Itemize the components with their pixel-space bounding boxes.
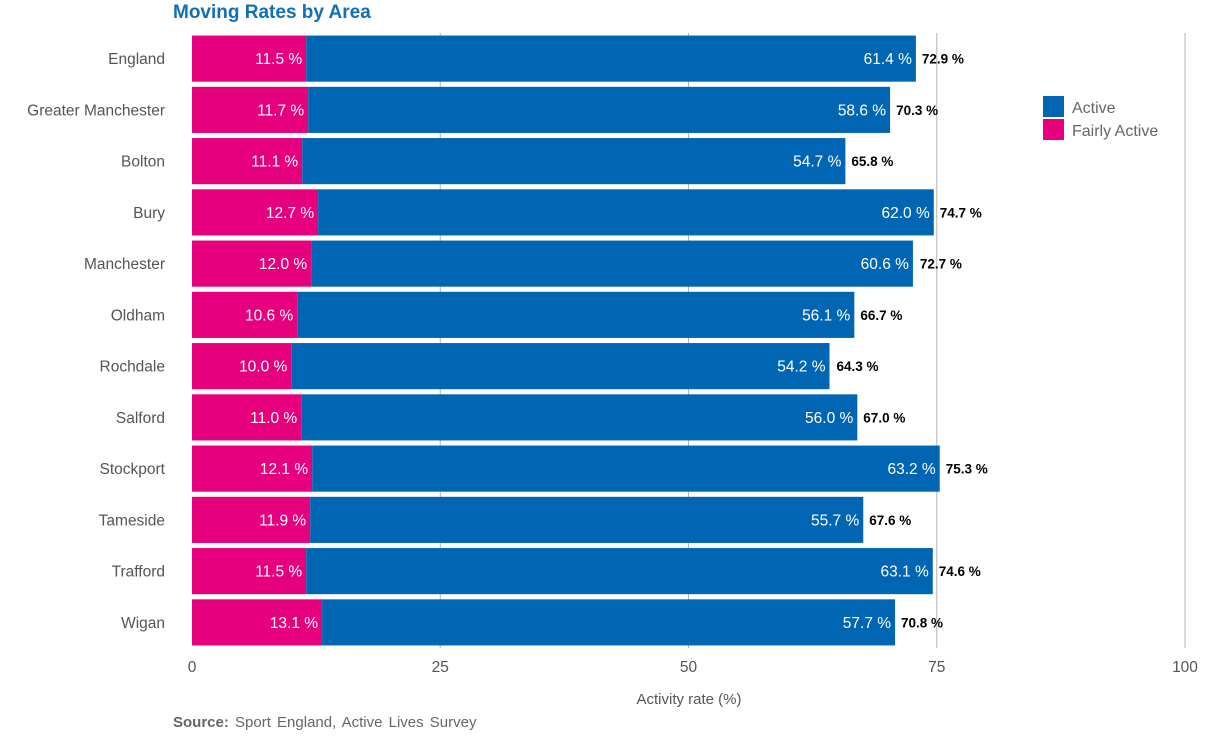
- total-label: 67.0 %: [863, 410, 905, 425]
- bar-fairly-active: [192, 138, 303, 185]
- bar-label-fairly-active: 11.5 %: [255, 564, 302, 581]
- bar-label-active: 55.7 %: [811, 512, 859, 529]
- bar-label-active: 63.1 %: [881, 564, 929, 581]
- total-label: 66.7 %: [860, 308, 902, 323]
- bar-active: [301, 394, 858, 441]
- bar-active: [297, 291, 855, 338]
- total-label: 72.7 %: [920, 257, 962, 272]
- x-axis-title: Activity rate (%): [636, 691, 741, 708]
- bar-fairly-active: [192, 599, 323, 646]
- bar-label-active: 62.0 %: [882, 205, 930, 222]
- category-label: Greater Manchester: [27, 102, 165, 119]
- legend-label-active: Active: [1072, 100, 1116, 117]
- category-label: Salford: [116, 410, 165, 427]
- bar-label-fairly-active: 11.0 %: [250, 410, 297, 427]
- total-label: 75.3 %: [946, 462, 988, 477]
- bar-label-fairly-active: 12.0 %: [259, 256, 307, 273]
- x-tick-label: 100: [1172, 659, 1198, 676]
- x-tick-label: 75: [928, 659, 945, 676]
- x-tick-label: 25: [432, 659, 449, 676]
- x-axis-ticks: 0 25 50 75 100: [188, 659, 1199, 676]
- source-label: Source:: [173, 714, 229, 731]
- bar-label-fairly-active: 12.1 %: [260, 461, 308, 478]
- bar-active: [302, 138, 846, 185]
- bar-active: [311, 240, 913, 287]
- bar-active: [291, 343, 830, 390]
- category-label: Bolton: [121, 154, 165, 171]
- category-label: Rochdale: [100, 359, 166, 376]
- bar-active: [322, 599, 896, 646]
- bar-fairly-active: [192, 394, 302, 441]
- category-label: Manchester: [84, 256, 165, 273]
- bars: [192, 35, 940, 646]
- total-label: 64.3 %: [836, 359, 878, 374]
- bar-label-active: 58.6 %: [838, 102, 886, 119]
- legend-swatch-active: [1043, 96, 1064, 117]
- bar-label-active: 60.6 %: [861, 256, 909, 273]
- bar-fairly-active: [192, 189, 319, 236]
- source-note: Source: Sport England, Active Lives Surv…: [173, 714, 477, 731]
- category-label: Wigan: [121, 615, 165, 632]
- bar-label-fairly-active: 11.1 %: [251, 154, 298, 171]
- legend-label-fairly-active: Fairly Active: [1072, 123, 1158, 140]
- total-label: 67.6 %: [869, 513, 911, 528]
- bar-label-fairly-active: 10.0 %: [239, 359, 287, 376]
- bar-label-fairly-active: 11.7 %: [257, 102, 304, 119]
- category-label: Tameside: [99, 512, 165, 529]
- category-label: England: [108, 51, 165, 68]
- category-label: Stockport: [100, 461, 166, 478]
- bar-label-active: 54.7 %: [793, 154, 841, 171]
- bar-fairly-active: [192, 240, 312, 287]
- bar-label-fairly-active: 11.9 %: [259, 512, 306, 529]
- bar-fairly-active: [192, 548, 307, 595]
- category-labels: England Greater Manchester Bolton Bury Manch…: [27, 51, 166, 632]
- bar-fairly-active: [192, 343, 292, 390]
- total-label: 72.9 %: [922, 52, 964, 67]
- bar-label-fairly-active: 13.1 %: [270, 615, 318, 632]
- bar-label-active: 56.0 %: [805, 410, 853, 427]
- bar-fairly-active: [192, 86, 309, 133]
- bar-active: [312, 445, 940, 492]
- bar-label-active: 63.2 %: [887, 461, 935, 478]
- total-label: 70.8 %: [901, 615, 943, 630]
- legend: Active Fairly Active: [1043, 96, 1158, 140]
- bar-active: [318, 189, 934, 236]
- x-tick-label: 0: [188, 659, 197, 676]
- category-label: Oldham: [111, 307, 165, 324]
- legend-swatch-fairly-active: [1043, 119, 1064, 140]
- gridlines: [439, 33, 1186, 648]
- chart-title: Moving Rates by Area: [173, 2, 371, 23]
- source-text: Sport England, Active Lives Survey: [235, 714, 477, 731]
- x-tick-label: 50: [680, 659, 698, 676]
- bar-label-fairly-active: 11.5 %: [255, 51, 302, 68]
- bar-label-active: 56.1 %: [802, 307, 850, 324]
- bar-active: [310, 496, 864, 543]
- bar-label-fairly-active: 10.6 %: [245, 307, 293, 324]
- data-labels: 11.5 % 61.4 % 72.9 % 11.7 % 58.6 % 70.3 % 11.1…: [239, 51, 988, 632]
- bar-label-active: 61.4 %: [864, 51, 912, 68]
- total-label: 70.3 %: [896, 103, 938, 118]
- bar-fairly-active: [192, 445, 313, 492]
- bar-active: [308, 86, 891, 133]
- bar-active: [306, 548, 933, 595]
- category-label: Bury: [133, 205, 165, 222]
- bar-label-active: 57.7 %: [843, 615, 891, 632]
- category-label: Trafford: [112, 564, 165, 581]
- bar-fairly-active: [192, 291, 298, 338]
- bar-active: [306, 35, 916, 82]
- total-label: 74.6 %: [939, 564, 981, 579]
- bar-label-fairly-active: 12.7 %: [266, 205, 314, 222]
- total-label: 74.7 %: [940, 205, 982, 220]
- bar-fairly-active: [192, 35, 307, 82]
- bar-label-active: 54.2 %: [777, 359, 825, 376]
- bar-fairly-active: [192, 496, 311, 543]
- total-label: 65.8 %: [851, 154, 893, 169]
